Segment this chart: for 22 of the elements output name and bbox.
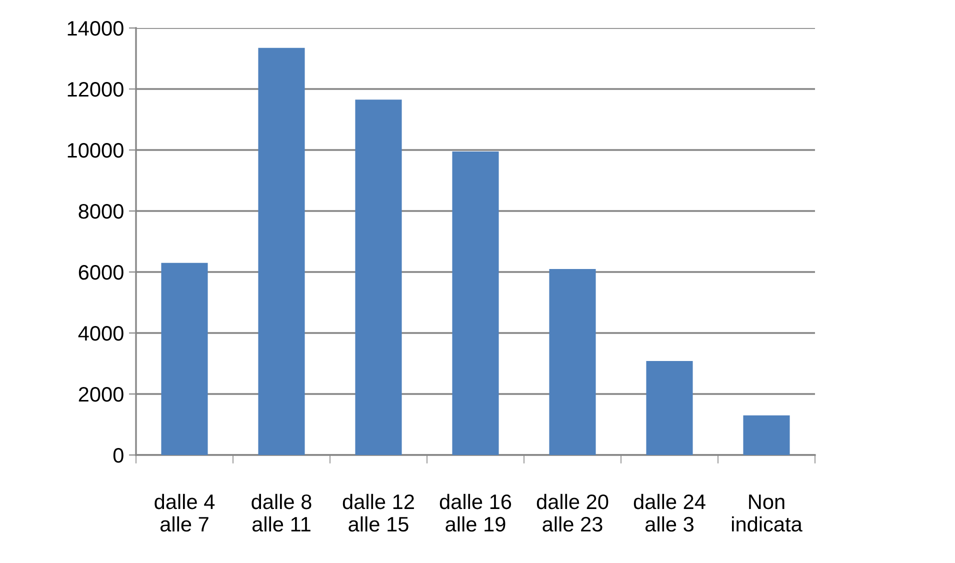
x-tick-label: dalle 8 alle 11 [252, 494, 312, 532]
x-tick-label: dalle 12 alle 15 [342, 494, 414, 532]
bar [161, 262, 208, 455]
y-tick-label: 4000 [78, 326, 124, 341]
y-tick-label: 10000 [68, 143, 124, 158]
x-tick-label: dalle 24 alle 3 [634, 494, 706, 532]
bar [549, 268, 596, 455]
x-tick-label: dalle 4 alle 7 [154, 494, 215, 532]
y-tick-label: 14000 [68, 21, 124, 36]
bar [646, 361, 693, 455]
bar [743, 415, 790, 455]
bar [355, 100, 402, 455]
y-tick-label: 6000 [78, 265, 124, 280]
y-tick-label: 2000 [78, 387, 124, 402]
y-tick-label: 8000 [78, 204, 124, 219]
y-tick-label: 12000 [68, 82, 124, 97]
x-tick-label: dalle 16 alle 19 [440, 494, 512, 532]
bar [452, 152, 499, 455]
x-tick-label: dalle 20 alle 23 [536, 494, 608, 532]
bar [258, 48, 305, 455]
y-tick-label: 0 [113, 448, 124, 463]
x-tick-label: Non indicata [732, 494, 802, 532]
